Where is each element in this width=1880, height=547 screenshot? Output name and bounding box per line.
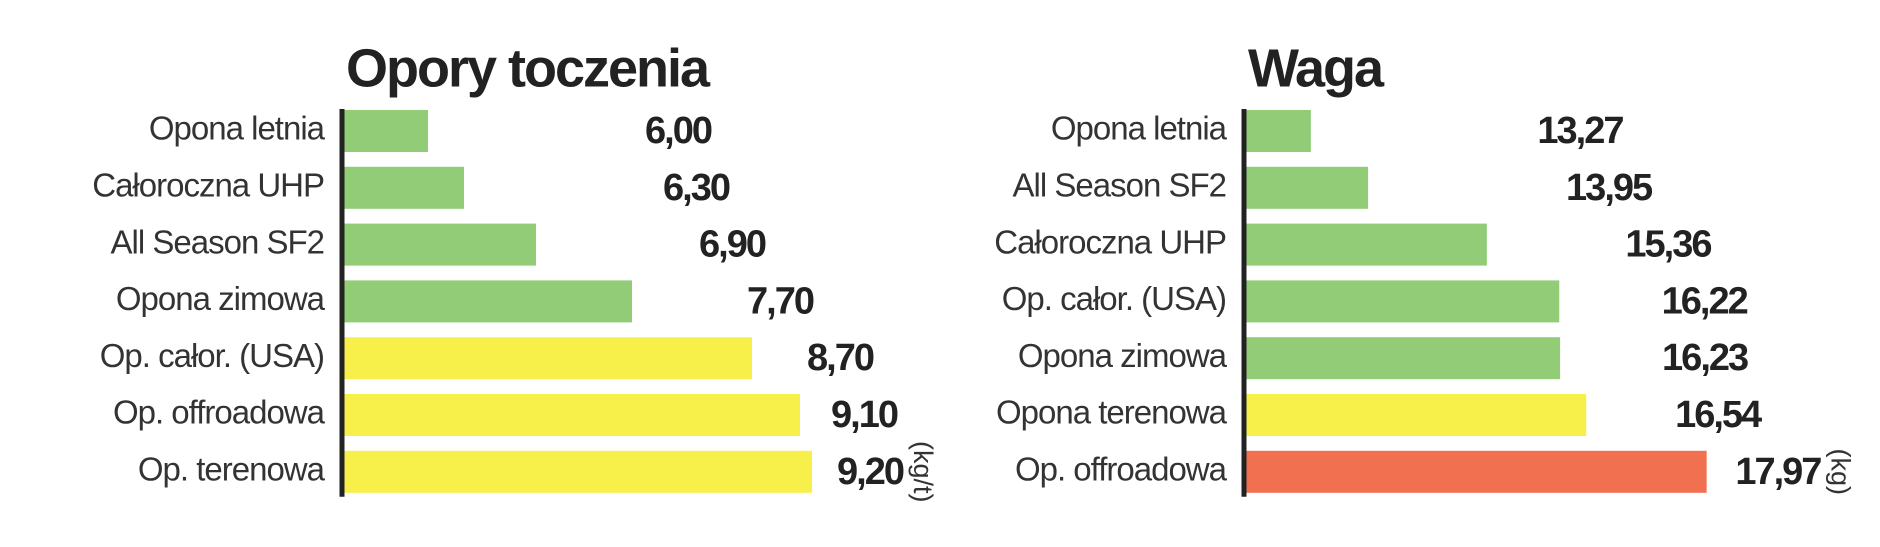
category-label: All Season SF2 — [111, 223, 324, 260]
bar — [344, 166, 464, 209]
bar — [344, 223, 536, 266]
category-label: Opona zimowa — [116, 280, 326, 317]
unit-label: (kg/t) — [908, 441, 938, 503]
category-label: Op. całor. (USA) — [1002, 280, 1226, 317]
bar — [1246, 337, 1561, 380]
chart-title: Waga — [1248, 38, 1385, 98]
bar-chart: Waga Opona letnia 13,27 All Season SF2 13,95… — [994, 38, 1855, 497]
bar — [344, 450, 812, 493]
chart-title: Opory toczenia — [346, 38, 711, 98]
bar — [1246, 166, 1369, 209]
value-label: 8,70 — [807, 337, 874, 379]
value-label: 6,90 — [699, 224, 766, 266]
value-label: 13,27 — [1537, 110, 1623, 152]
bar-chart: Opory toczenia Opona letnia 6,00 Całoroczna… — [92, 38, 938, 502]
bar — [1246, 450, 1707, 493]
value-label: 17,97 — [1735, 451, 1821, 493]
category-label: Opona zimowa — [1018, 337, 1228, 374]
bar — [344, 280, 632, 323]
value-label: 7,70 — [747, 280, 814, 322]
unit-label: (kg) — [1825, 449, 1855, 496]
category-label: Opona letnia — [1051, 110, 1228, 147]
category-label: Opona terenowa — [996, 394, 1228, 431]
category-label: Op. offroadowa — [113, 394, 326, 431]
value-label: 16,54 — [1675, 394, 1762, 436]
bar — [1246, 110, 1311, 152]
value-label: 16,22 — [1662, 280, 1748, 322]
bar — [1246, 280, 1560, 323]
bar — [1246, 223, 1487, 266]
bar — [344, 337, 752, 380]
category-label: Całoroczna UHP — [92, 167, 324, 204]
category-label: Opona letnia — [149, 110, 326, 147]
category-label: Całoroczna UHP — [994, 223, 1226, 260]
category-label: Op. offroadowa — [1015, 451, 1228, 488]
value-label: 9,20 — [837, 451, 904, 493]
category-label: Op. terenowa — [138, 451, 326, 488]
value-label: 15,36 — [1625, 224, 1711, 266]
value-label: 6,30 — [663, 167, 730, 209]
category-label: All Season SF2 — [1013, 167, 1226, 204]
value-label: 6,00 — [645, 110, 712, 152]
bar — [1246, 394, 1587, 436]
value-label: 9,10 — [831, 394, 898, 436]
category-label: Op. całor. (USA) — [100, 337, 324, 374]
value-label: 13,95 — [1566, 167, 1653, 209]
value-label: 16,23 — [1662, 337, 1748, 379]
bar — [344, 110, 428, 152]
bar — [344, 394, 800, 436]
